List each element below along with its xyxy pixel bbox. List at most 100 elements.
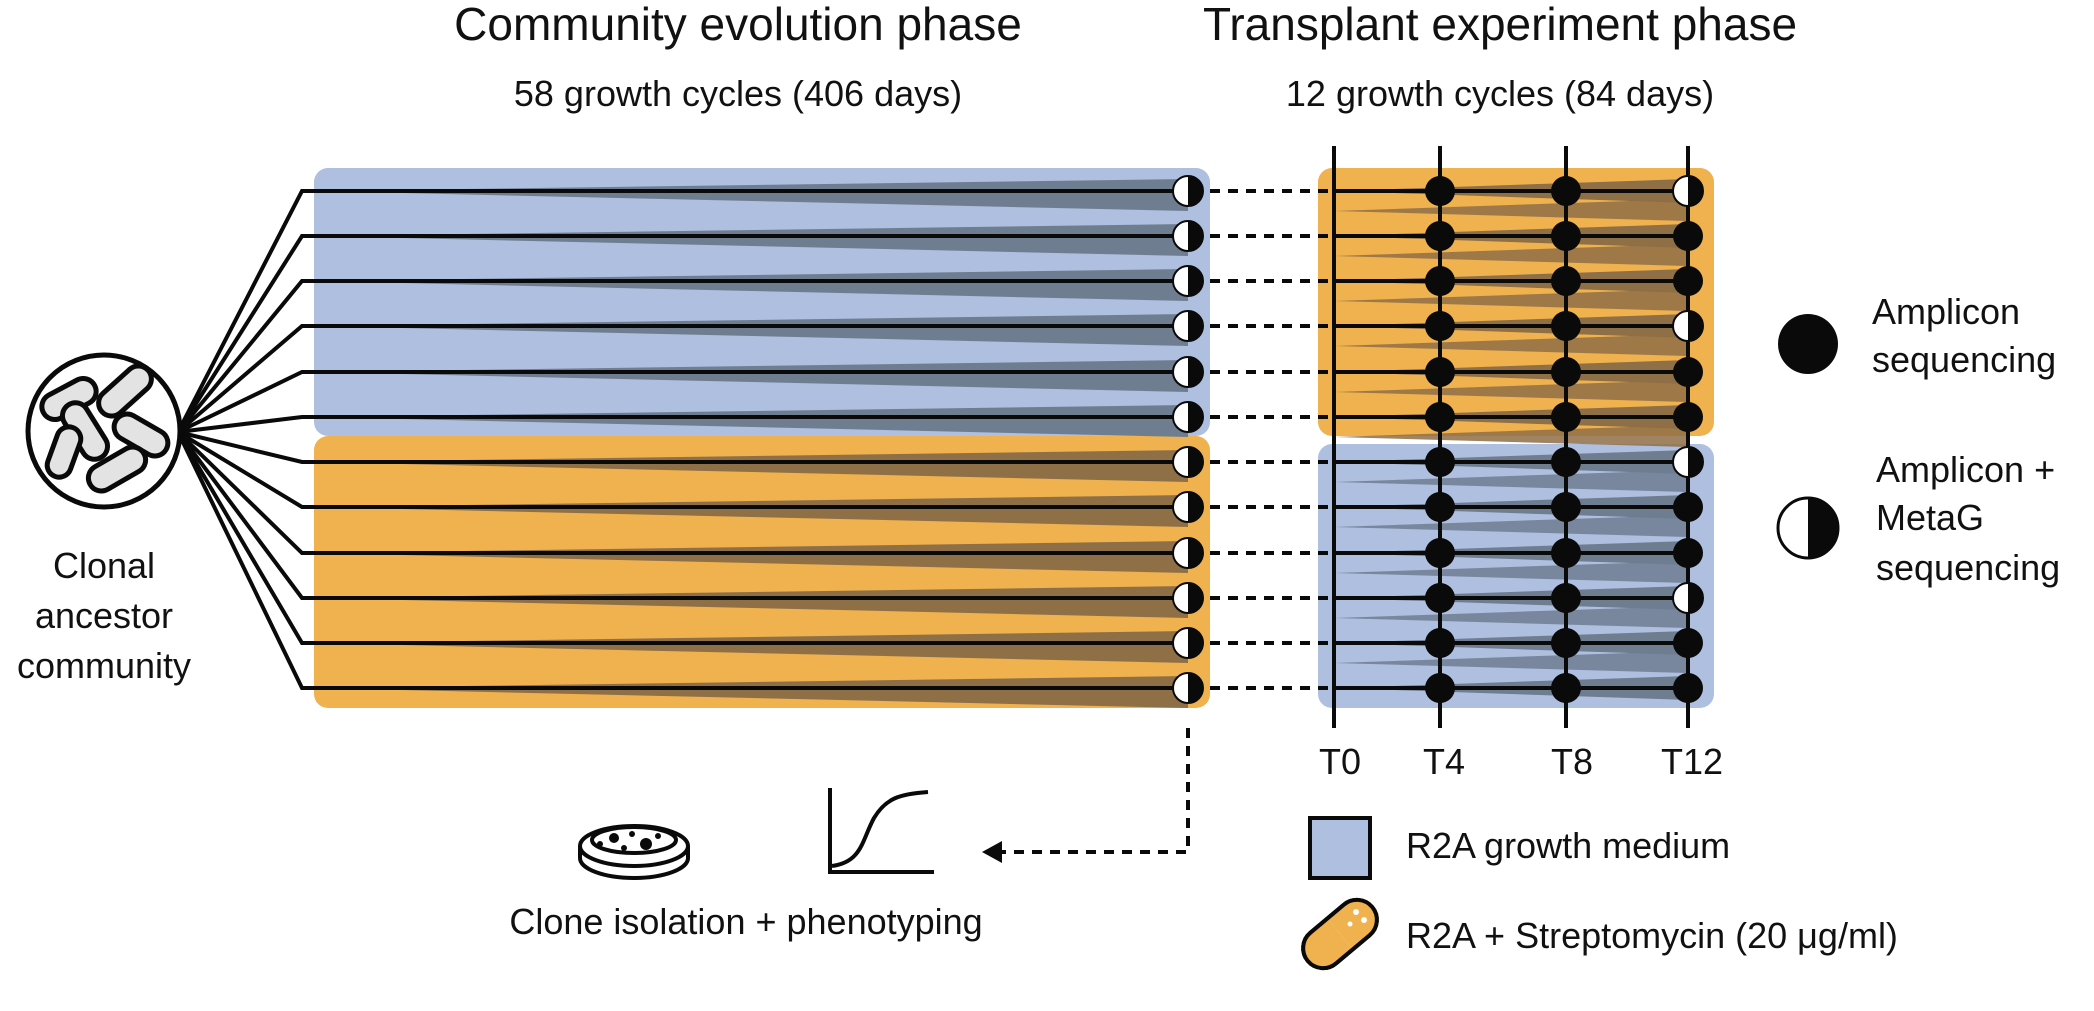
amplicon-marker <box>1673 221 1703 251</box>
transplant-wedge <box>1334 380 1688 402</box>
ancestor-label-line1: Clonal <box>53 545 155 586</box>
amplicon-marker <box>1673 492 1703 522</box>
amplicon-metag-marker-icon <box>1776 496 1840 560</box>
timepoint-label-t4: T4 <box>1423 741 1465 782</box>
transplant-wedge <box>1334 199 1688 221</box>
evolution-wedge <box>314 405 1188 437</box>
evolution-wedge <box>314 360 1188 392</box>
lineage-line <box>176 234 1188 434</box>
amplicon-marker <box>1425 221 1455 251</box>
evolution-wedge <box>314 179 1188 211</box>
transplant-wedge <box>1334 470 1688 492</box>
lineage-line <box>177 370 1188 434</box>
amplicon-marker <box>1425 402 1455 432</box>
timepoint-label-t12: T12 <box>1661 741 1723 782</box>
amplicon-metag-marker-half <box>1188 583 1203 613</box>
amplicon-marker <box>1551 447 1581 477</box>
amplicon-marker <box>1673 538 1703 568</box>
ancestor-label-line2: ancestor <box>35 595 173 636</box>
evolution-wedge <box>314 631 1188 663</box>
growth-curve-icon <box>828 788 934 874</box>
timepoint-label-t0: T0 <box>1319 741 1361 782</box>
amplicon-metag-marker-half <box>1188 357 1203 387</box>
amplicon-marker <box>1425 311 1455 341</box>
amplicon-metag-marker-half <box>1688 311 1703 341</box>
lineage-line <box>177 415 1188 434</box>
amplicon-metag-marker-half <box>1188 221 1203 251</box>
legend-metag-line2: MetaG <box>1876 497 1984 538</box>
amplicon-metag-marker-half <box>1188 266 1203 296</box>
amplicon-marker <box>1673 357 1703 387</box>
legend-amplicon-line1: Amplicon <box>1872 291 2020 332</box>
amplicon-marker <box>1551 266 1581 296</box>
evolution-wedge <box>314 676 1188 708</box>
amplicon-metag-marker-half <box>1688 447 1703 477</box>
amplicon-marker <box>1551 311 1581 341</box>
amplicon-marker <box>1551 492 1581 522</box>
evolution-phase-title: Community evolution phase <box>454 0 1022 50</box>
amplicon-metag-marker-half <box>1188 402 1203 432</box>
evolution-phase-subtitle: 58 growth cycles (406 days) <box>514 73 962 114</box>
lineage-line <box>177 430 1188 464</box>
bacteria-community-icon <box>25 352 183 510</box>
transplant-wedge <box>1334 515 1688 537</box>
r2a-swatch-icon <box>1308 816 1372 880</box>
amplicon-marker <box>1673 673 1703 703</box>
lineage-line <box>176 430 1188 509</box>
amplicon-marker-icon <box>1778 314 1838 374</box>
amplicon-marker <box>1425 673 1455 703</box>
evolution-wedge <box>314 541 1188 573</box>
lineage-line <box>176 279 1188 434</box>
transplant-wedge <box>1334 425 1688 447</box>
lineage-line <box>176 430 1188 645</box>
ancestor-label-line3: community <box>17 645 191 686</box>
clone-isolation-label: Clone isolation + phenotyping <box>509 901 982 942</box>
transplant-phase-title: Transplant experiment phase <box>1203 0 1797 50</box>
amplicon-marker <box>1425 266 1455 296</box>
transplant-wedge <box>1334 244 1688 266</box>
lineage-line <box>176 431 1188 690</box>
evolution-wedge <box>314 450 1188 482</box>
legend-metag-line1: Amplicon + <box>1876 449 2055 490</box>
amplicon-marker <box>1425 583 1455 613</box>
evolution-wedge <box>314 495 1188 527</box>
amplicon-metag-marker-half <box>1688 583 1703 613</box>
lineage-line <box>176 189 1188 433</box>
lineage-line <box>176 430 1188 555</box>
evolution-wedge <box>314 269 1188 301</box>
lineage-paths <box>176 179 1688 708</box>
transplant-wedge <box>1334 651 1688 673</box>
amplicon-marker <box>1551 538 1581 568</box>
sampling-markers <box>1172 175 1704 704</box>
legend-strep-label: R2A + Streptomycin (20 μg/ml) <box>1406 915 1898 956</box>
amplicon-marker <box>1425 176 1455 206</box>
legend-amplicon-line2: sequencing <box>1872 339 2056 380</box>
amplicon-marker <box>1673 628 1703 658</box>
amplicon-marker <box>1425 357 1455 387</box>
amplicon-marker <box>1551 583 1581 613</box>
legend-metag-line3: sequencing <box>1876 547 2060 588</box>
amplicon-marker <box>1551 402 1581 432</box>
amplicon-marker <box>1673 266 1703 296</box>
transplant-wedge <box>1334 561 1688 583</box>
transplant-phase-subtitle: 12 growth cycles (84 days) <box>1286 73 1714 114</box>
amplicon-metag-marker-half <box>1188 311 1203 341</box>
amplicon-marker <box>1425 538 1455 568</box>
transplant-wedge <box>1334 289 1688 311</box>
amplicon-metag-marker-half <box>1188 628 1203 658</box>
clone-isolation-arrow <box>982 728 1190 863</box>
amplicon-marker <box>1673 402 1703 432</box>
amplicon-metag-marker-half <box>1188 176 1203 206</box>
amplicon-metag-marker-half <box>1188 538 1203 568</box>
amplicon-marker <box>1425 492 1455 522</box>
amplicon-marker <box>1551 357 1581 387</box>
amplicon-metag-marker-half <box>1188 447 1203 477</box>
timepoint-label-t8: T8 <box>1551 741 1593 782</box>
transplant-wedge <box>1334 334 1688 356</box>
amplicon-metag-marker-half <box>1188 673 1203 703</box>
amplicon-marker <box>1425 447 1455 477</box>
amplicon-marker <box>1551 628 1581 658</box>
antibiotic-pill-icon <box>1301 897 1379 971</box>
amplicon-marker <box>1551 221 1581 251</box>
